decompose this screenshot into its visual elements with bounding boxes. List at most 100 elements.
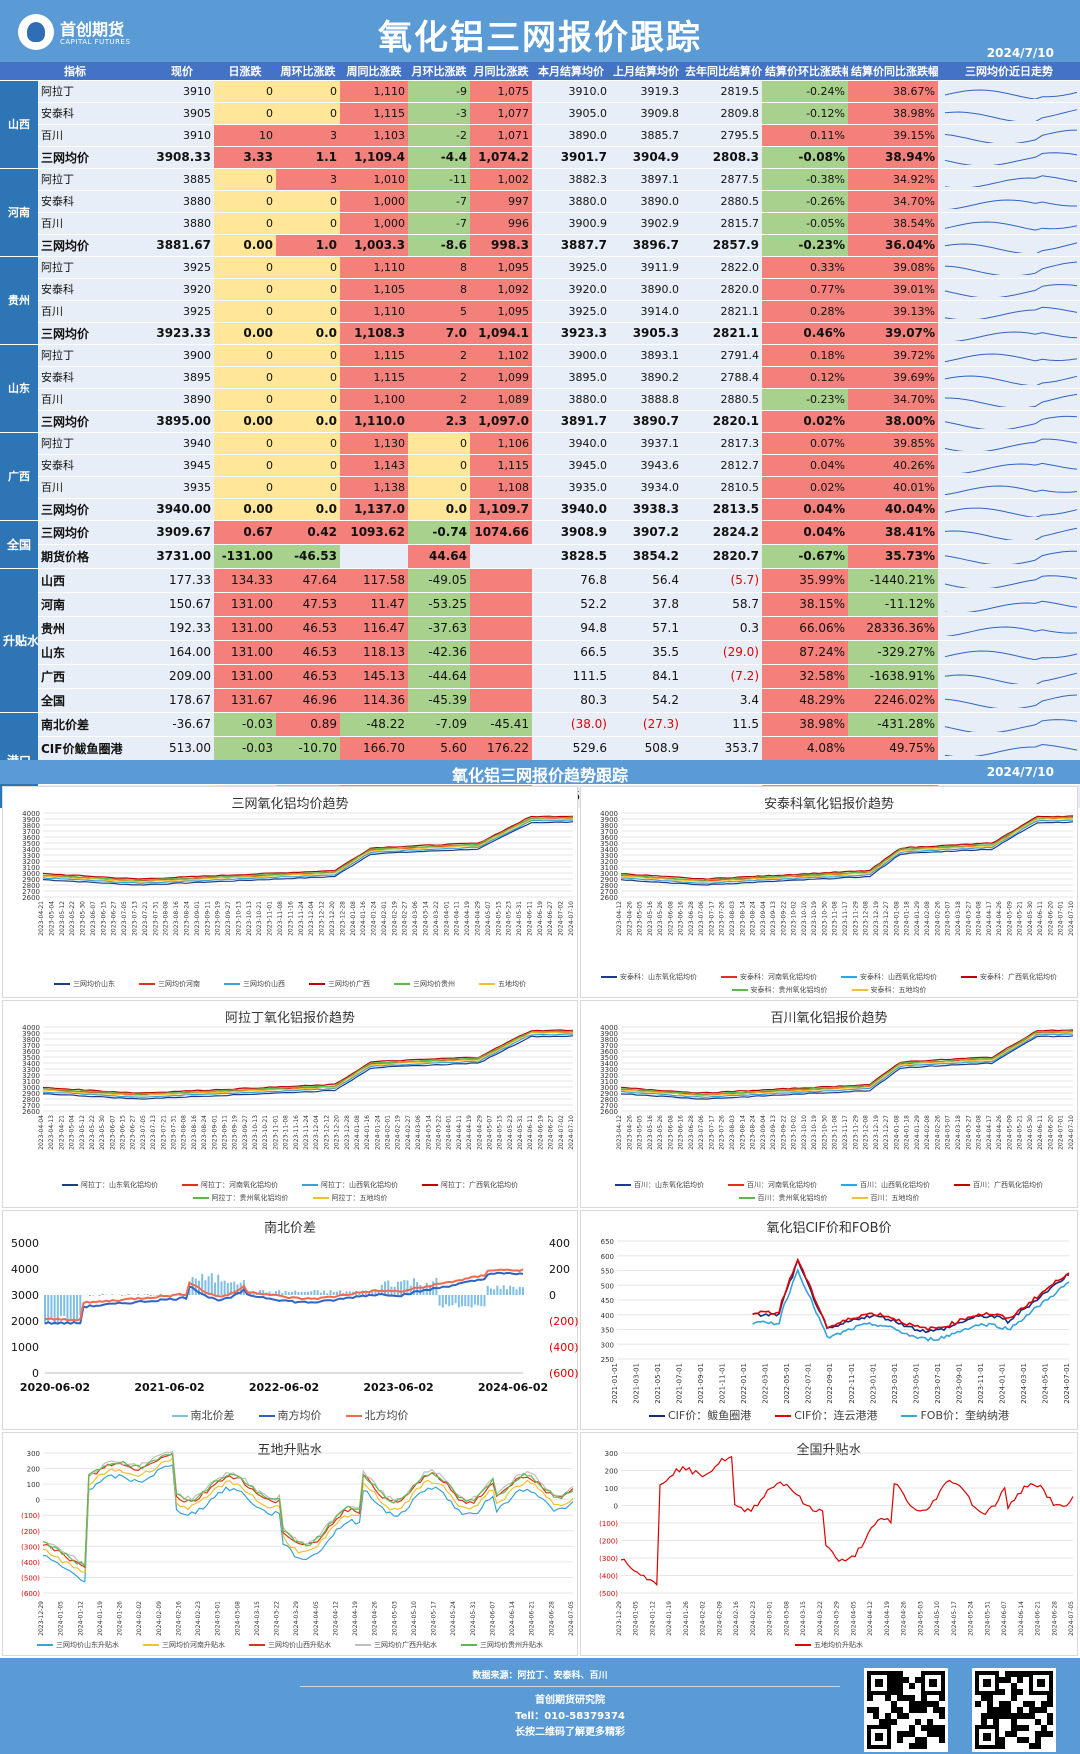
table-cell: 38.41% — [848, 520, 938, 545]
table-cell: 3731.00 — [150, 544, 214, 569]
x-tick-label: 2023-08-08 — [163, 901, 170, 936]
x-tick-label: 2024-07-10 — [568, 901, 575, 936]
table-cell: 3900 — [150, 344, 214, 367]
qr-module — [915, 1677, 921, 1683]
table-cell: 2 — [408, 344, 470, 367]
x-tick-label: 2023-11-01 — [977, 1363, 985, 1404]
table-cell: 1,110 — [340, 80, 408, 103]
x-tick-label: 2024-07-01 — [1058, 1115, 1065, 1150]
qr-module — [993, 1719, 999, 1725]
x-tick-label: 2024-05-15 — [497, 1115, 504, 1150]
table-cell: 3925 — [150, 300, 214, 323]
table-cell: 3945.0 — [532, 454, 610, 477]
series-line — [42, 819, 574, 884]
table-row: 贵州 192.33 131.00 46.53 116.47 -37.63 94.8 57.1 0… — [0, 616, 1080, 641]
y-tick-label: 2800 — [600, 882, 618, 890]
qr-code-app[interactable] — [972, 1668, 1056, 1752]
x-tick-label: 2022-05-01 — [783, 1363, 791, 1404]
table-cell: 1093.62 — [340, 520, 408, 545]
table-cell: 54.2 — [610, 688, 682, 713]
table-cell: 2817.3 — [682, 432, 762, 455]
table-cell: -0.05% — [762, 212, 848, 235]
qr-module — [1023, 1713, 1029, 1719]
table-cell: -7 — [408, 190, 470, 213]
trend-sparkline — [938, 124, 1080, 147]
qr-module — [1017, 1689, 1023, 1695]
chart-legend: 百川：山东氧化铝均价 百川：河南氧化铝均价 百川：山西氧化铝均价 百川：广西氧化铝均价… — [581, 1179, 1077, 1205]
sparkline — [944, 527, 1078, 542]
legend-item: 百川：山西氧化铝均价 — [841, 1179, 930, 1192]
table-row: 期货价格 3731.00 -131.00 -46.53 44.64 3828.5 3854.… — [0, 544, 1080, 569]
qr-module — [879, 1719, 885, 1725]
chart-aladdin-price: 2600270028002900300031003200330034003500… — [22, 1024, 575, 1150]
table-cell: 0.0 — [276, 322, 340, 345]
x-tick-label: 2023-12-29 — [38, 1601, 45, 1636]
table-cell: 529.6 — [532, 736, 610, 761]
table-cell: 3909.67 — [150, 520, 214, 545]
x-tick-label: 2023-10-13 — [246, 901, 253, 936]
qr-module — [1011, 1713, 1017, 1719]
x-tick-label: 2023-12-20 — [334, 1115, 341, 1150]
x-tick-label: 2023-10-21 — [262, 1115, 269, 1150]
trend-sparkline — [938, 736, 1080, 761]
x-tick-label: 2021-07-01 — [676, 1363, 684, 1404]
x-tick-label: 2023-07-06 — [698, 901, 705, 936]
table-cell: 177.33 — [150, 568, 214, 593]
qr-module — [933, 1731, 939, 1737]
y-tick-label: 3700 — [600, 828, 618, 836]
y-tick-label: 2600 — [600, 1108, 618, 1116]
y-tick-label: 650 — [601, 1238, 614, 1246]
region-label: 全国 — [0, 520, 38, 569]
x-tick-label: 2024-02-08 — [924, 901, 931, 936]
x-tick-label: 2023-06-07 — [90, 901, 97, 936]
table-cell: 3891.7 — [532, 410, 610, 433]
row-label: 百川 — [38, 212, 150, 235]
y-tick-label: 3600 — [600, 834, 618, 842]
table-cell: 39.01% — [848, 278, 938, 301]
y-tick-label: 200 — [605, 1468, 618, 1476]
table-row: 山西 阿拉丁 3910 0 0 1,110 -9 1,075 3910.0 3919.3 2819.… — [0, 80, 1080, 169]
table-cell: 0.0 — [276, 410, 340, 433]
legend-item: 安泰科：山东氧化铝均价 — [601, 971, 697, 984]
table-cell: 46.53 — [276, 616, 340, 641]
x-tick-label: 2023-09-01 — [211, 1115, 218, 1150]
x-tick-label: 2024-01-12 — [649, 1601, 656, 1636]
y-tick-label: (200) — [21, 1528, 40, 1536]
qr-module — [927, 1719, 933, 1725]
table-cell: 1,010 — [340, 168, 408, 191]
table-cell: 131.67 — [214, 688, 276, 713]
y-tick-label: 3100 — [600, 1078, 618, 1086]
qr-code-wechat[interactable] — [864, 1668, 948, 1752]
x-tick-label: 2024-05-17 — [951, 1601, 958, 1636]
qr-module — [1023, 1701, 1029, 1707]
x-tick-label: 2024-01-24 — [371, 901, 378, 936]
y-tick-label: 100 — [27, 1481, 40, 1489]
x-tick-label: 2024-01-19 — [666, 1601, 673, 1636]
qr-module — [1017, 1671, 1023, 1677]
x-tick-label: 2023-01-01 — [869, 1363, 877, 1404]
series-line — [620, 815, 1074, 880]
x-tick-label: 2024-04-26 — [901, 1601, 908, 1636]
trend-sparkline — [938, 80, 1080, 103]
sparkline — [944, 718, 1078, 734]
table-cell: -44.64 — [408, 664, 470, 689]
qr-module — [1041, 1725, 1047, 1731]
x-tick-label: 2024-04-19 — [884, 1601, 891, 1636]
y-tick-label: 550 — [601, 1268, 614, 1276]
x-tick-label: 2024-01-08 — [354, 1115, 361, 1150]
x-tick-label: 2023-08-08 — [181, 1115, 188, 1150]
table-cell: -10.70 — [276, 736, 340, 761]
x-tick-label: 2023-09-19 — [215, 901, 222, 936]
row-label: 三网均价 — [38, 410, 150, 433]
sparkline-svg — [944, 649, 1078, 660]
x-tick-label: 2023-12-20 — [329, 901, 336, 936]
x-tick-label: 2022-03-01 — [762, 1363, 770, 1404]
legend-item: 百川：山东氧化铝均价 — [615, 1179, 704, 1192]
x-tick-label: 2024-05-03 — [391, 1601, 398, 1636]
y-tick-label: 3800 — [600, 1036, 618, 1044]
table-cell: 1,095 — [470, 256, 532, 279]
chart-panel-five-region-basis: 五地升贴水 300 200 100 0 (100) (200) (300) (400) (500… — [2, 1432, 578, 1656]
table-cell: 46.96 — [276, 688, 340, 713]
x-tick-label: 2023-07-17 — [708, 1115, 715, 1150]
table-cell: 3828.5 — [532, 544, 610, 569]
